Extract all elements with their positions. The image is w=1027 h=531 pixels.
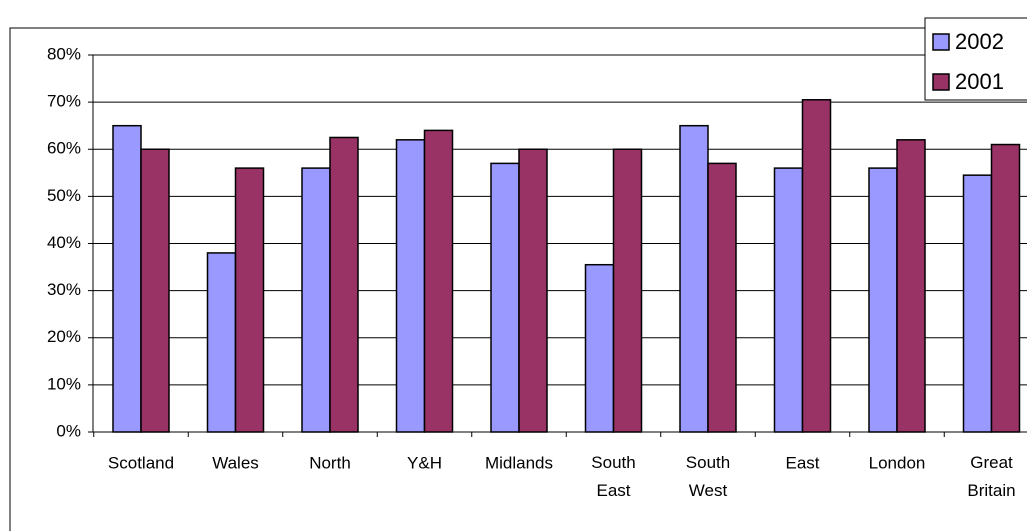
bar	[206, 252, 237, 433]
bar	[490, 162, 520, 433]
x-tick-label: Y&H	[407, 453, 442, 472]
bar	[518, 148, 548, 433]
bar	[423, 129, 454, 433]
x-tick-label: North	[309, 453, 351, 472]
x-tick-label: Great Britain	[967, 453, 1015, 500]
y-tick-label: 20%	[47, 327, 81, 346]
y-tick-label: 40%	[47, 233, 81, 252]
x-tick-label: Midlands	[485, 453, 553, 472]
bar	[868, 167, 898, 433]
x-tick-label: South East	[591, 453, 635, 500]
y-tick-label: 10%	[47, 374, 81, 393]
bar	[801, 99, 832, 433]
y-tick-label: 0%	[56, 421, 81, 440]
bar	[584, 263, 615, 433]
bar	[707, 162, 737, 433]
bar	[301, 167, 331, 433]
bar	[896, 139, 926, 433]
chart-frame	[9, 27, 1027, 531]
y-tick-label: 60%	[47, 139, 81, 158]
x-tick-label: London	[869, 453, 926, 472]
bar	[112, 124, 142, 433]
bar	[140, 148, 170, 433]
bar	[612, 148, 643, 433]
legend-label: 2001	[955, 69, 1004, 94]
y-tick-label: 80%	[47, 44, 81, 63]
x-tick-label: Wales	[212, 453, 259, 472]
bar	[962, 174, 993, 433]
y-tick-label: 70%	[47, 92, 81, 111]
bar	[773, 167, 804, 433]
y-tick-label: 50%	[47, 186, 81, 205]
y-tick-label: 30%	[47, 280, 81, 299]
x-tick-label: East	[785, 453, 819, 472]
bar	[679, 124, 709, 433]
legend-swatch	[932, 33, 950, 51]
bar	[234, 167, 265, 433]
bar	[990, 143, 1021, 433]
x-tick-label: South West	[686, 453, 730, 500]
x-tick-label: Scotland	[108, 453, 174, 472]
legend-swatch	[932, 73, 950, 91]
bar	[329, 136, 359, 433]
bar	[395, 139, 426, 433]
legend-label: 2002	[955, 29, 1004, 54]
